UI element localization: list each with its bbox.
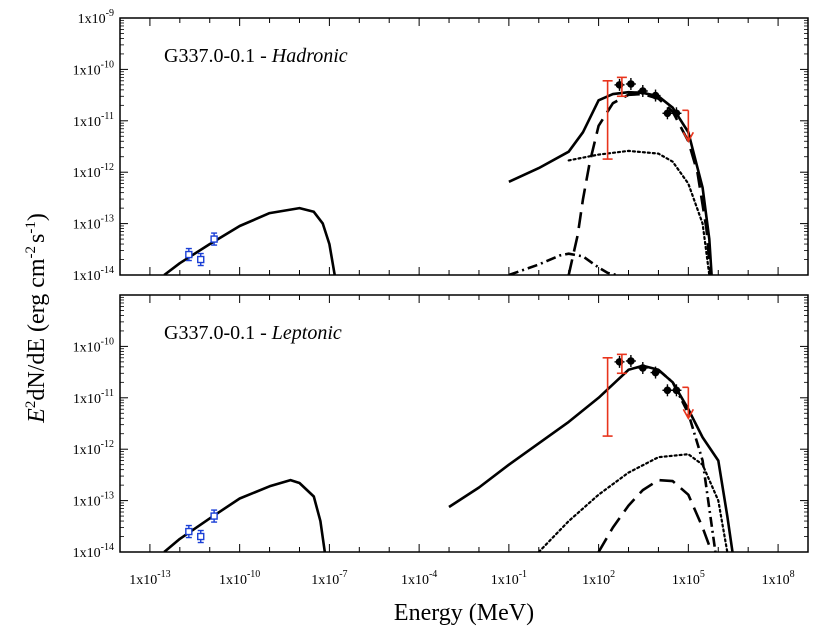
- y-tick-label: 1x10-10: [73, 336, 114, 355]
- fermi-point: [638, 364, 647, 372]
- y-tick-label: 1x10-10: [73, 59, 114, 78]
- y-tick-label: 1x10-11: [73, 388, 114, 407]
- panel-label: G337.0-0.1 - Leptonic: [164, 322, 342, 344]
- fermi-point: [627, 357, 635, 365]
- model-curve-dashdot: [508, 252, 617, 275]
- model-curve-solid: [163, 206, 336, 275]
- y-tick-label: 1x10-12: [73, 439, 114, 458]
- x-tick-label: 1x10-7: [311, 569, 347, 588]
- x-tick-label: 1x102: [582, 569, 615, 588]
- fermi-point: [627, 80, 635, 88]
- panel-bottom: 1x10-10 1x10-11 1x10-12 1x10-13 1x10-14 G337.…: [73, 294, 809, 561]
- fermi-point: [663, 109, 672, 118]
- y-tick-label: 1x10-14: [73, 542, 114, 561]
- x-axis-title: Energy (MeV): [394, 600, 534, 626]
- xray-point: [210, 235, 218, 243]
- x-tick-label: 1x10-13: [129, 569, 170, 588]
- y-tick-label: 1x10-9: [78, 8, 114, 27]
- xray-point: [185, 527, 193, 536]
- y-tick-label: 1x10-14: [73, 265, 114, 284]
- plot-frame: [119, 294, 809, 553]
- xray-point: [197, 255, 205, 264]
- model-curve-solid: [448, 364, 734, 552]
- xray-point: [197, 532, 205, 541]
- curves: [163, 364, 734, 552]
- y-tick-label: 1x10-13: [73, 214, 114, 233]
- upper-limit-arrow: [682, 408, 695, 420]
- x-tick-label: 1x10-4: [401, 569, 437, 588]
- model-curve-solid: [163, 478, 327, 552]
- panel-top: 1x10-9 1x10-10 1x10-11 1x10-12 1x10-13 1x10-1…: [73, 8, 809, 284]
- x-tick-label: 1x108: [762, 569, 795, 588]
- y-tick-label: 1x10-11: [73, 111, 114, 130]
- model-curve-dashdot: [657, 368, 717, 552]
- upper-limit-arrow: [682, 131, 695, 143]
- panel-label: G337.0-0.1 - Hadronic: [164, 45, 348, 67]
- model-curve-solid: [508, 90, 713, 275]
- model-curve-dashed: [567, 92, 712, 275]
- y-axis-title: E2dN/dE (erg cm-2s-1): [23, 213, 50, 424]
- plot-frame: [119, 17, 809, 276]
- xray-point: [185, 250, 193, 259]
- y-tick-label: 1x10-12: [73, 162, 114, 181]
- model-curve-dotted: [567, 149, 711, 275]
- xray-point: [210, 512, 218, 520]
- fermi-point: [651, 368, 660, 377]
- x-tick-label: 1x10-10: [219, 569, 260, 588]
- curves: [163, 90, 713, 275]
- fermi-point: [638, 87, 647, 95]
- x-tick-label: 1x10-1: [491, 569, 527, 588]
- x-tick-label: 1x105: [672, 569, 705, 588]
- model-curve-dotted: [537, 453, 729, 552]
- fermi-point: [663, 386, 672, 395]
- fermi-point: [651, 91, 660, 100]
- fermi-point: [672, 386, 681, 395]
- y-tick-label: 1x10-13: [73, 491, 114, 510]
- model-curve-dashed: [597, 478, 713, 552]
- fermi-point: [672, 109, 681, 118]
